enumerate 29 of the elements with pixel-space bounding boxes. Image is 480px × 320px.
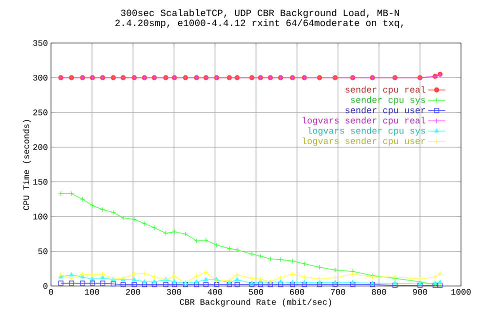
chart-title: 300sec ScalableTCP, UDP CBR Background Load, MB-N (121, 9, 399, 18)
x-tick-label: 400 (208, 289, 222, 295)
y-tick-label: 150 (33, 178, 48, 185)
y-tick-label: 350 (33, 40, 48, 46)
legend-label: logvars sender cpu sys (308, 127, 426, 136)
legend-label: sender cpu real (346, 86, 426, 94)
x-tick-label: 800 (372, 289, 386, 295)
x-tick-label: 900 (412, 289, 428, 295)
chart-subtitle: 2.4.20smp, e1000-4.4.12 rxint 64/64moderate on txq, (115, 19, 403, 28)
x-tick-label: 500 (248, 289, 264, 295)
x-tick-label: 0 (48, 289, 54, 295)
y-tick-label: 300 (33, 74, 48, 81)
y-tick-label: 0 (43, 283, 48, 289)
legend-label: sender cpu sys (350, 96, 426, 105)
legend-label: logvars sender cpu user (302, 137, 425, 146)
legend-label: logvars sender cpu real (302, 116, 426, 126)
y-tick-label: 50 (38, 248, 48, 254)
x-tick-label: 600 (290, 289, 304, 295)
x-tick-label: 100 (84, 289, 100, 295)
x-tick-label: 700 (331, 289, 346, 295)
x-tick-label: 200 (126, 289, 140, 295)
x-axis-title: CBR Background Rate (mbit/sec) (180, 298, 332, 307)
x-tick-label: 300 (166, 289, 182, 295)
y-axis-title: CPU Time (seconds) (22, 120, 31, 210)
y-tick-label: 100 (33, 214, 48, 220)
y-tick-label: 200 (33, 144, 48, 150)
legend-label: sender cpu user (346, 106, 425, 116)
y-tick-label: 250 (33, 110, 48, 116)
x-tick-label: 1000 (451, 289, 471, 295)
